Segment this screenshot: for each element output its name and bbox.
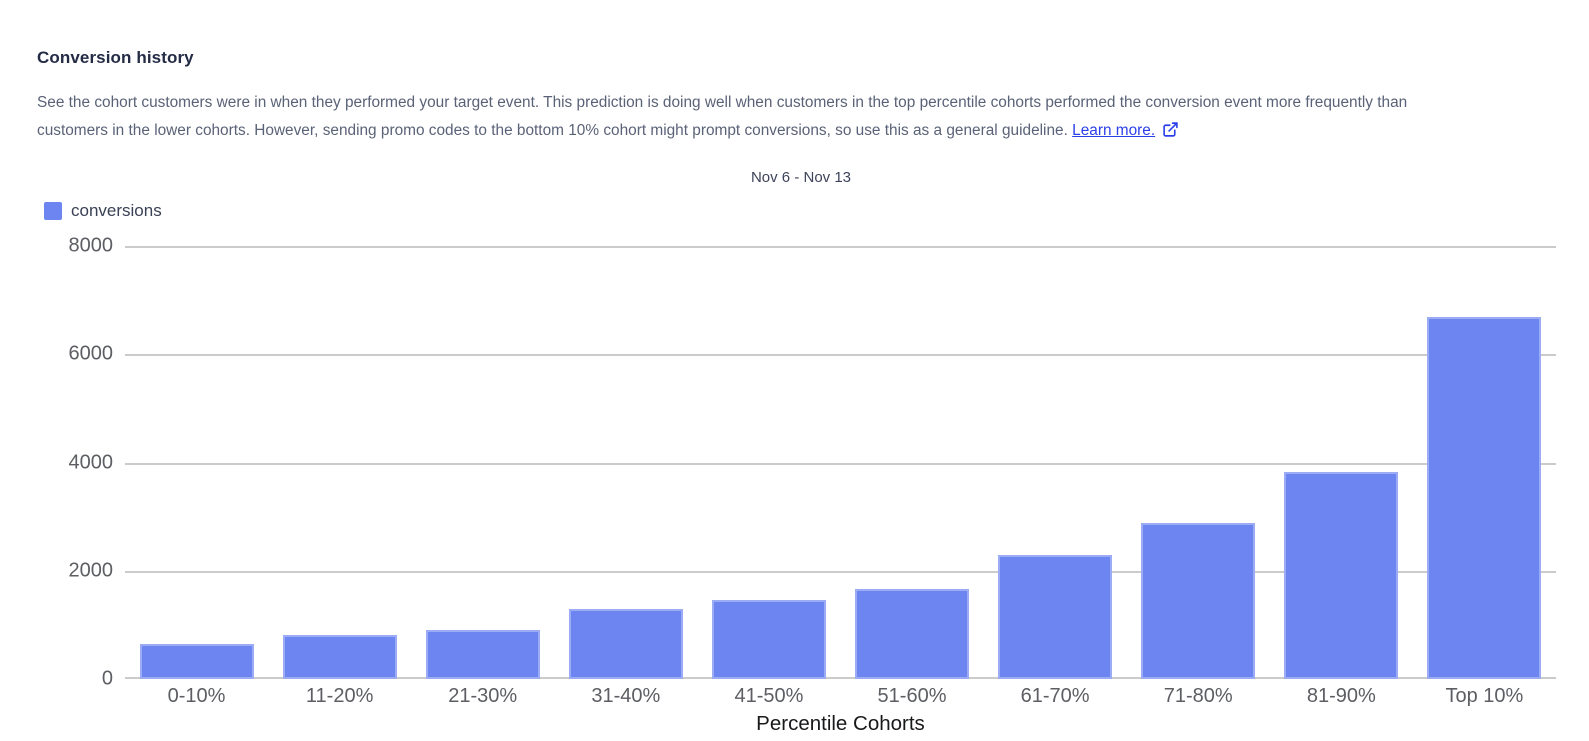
gridline xyxy=(125,570,1556,573)
bar-41-50%[interactable] xyxy=(711,599,826,679)
bar-Top 10%[interactable] xyxy=(1427,317,1542,679)
bar-band xyxy=(1270,471,1413,679)
x-axis-tick-label: 41-50% xyxy=(734,685,804,707)
external-link-icon xyxy=(1163,121,1178,137)
x-axis-tick-label: 0-10% xyxy=(167,685,226,707)
y-axis-tick-label: 8000 xyxy=(68,234,114,257)
bar-71-80%[interactable] xyxy=(1141,522,1256,679)
bar-band xyxy=(840,588,983,679)
description-line-2: customers in the lower cohorts. However,… xyxy=(37,117,1407,145)
y-axis-tick-label: 4000 xyxy=(68,451,114,473)
plot-area xyxy=(125,246,1556,679)
bar-band xyxy=(411,629,554,679)
bar-band xyxy=(1413,317,1556,679)
x-axis-tick-label: 81-90% xyxy=(1306,685,1376,707)
x-axis-tick-label: 61-70% xyxy=(1020,685,1090,707)
bar-band xyxy=(554,608,697,679)
x-axis-tick-label: 71-80% xyxy=(1163,685,1233,707)
x-axis-tick-label: Top 10% xyxy=(1445,685,1524,707)
description-line-1: See the cohort customers were in when th… xyxy=(37,94,1408,111)
chart-legend: conversions xyxy=(44,201,162,221)
x-axis-tick-label: 51-60% xyxy=(877,685,947,707)
learn-more-link[interactable]: Learn more. xyxy=(1072,121,1156,139)
bar-31-40%[interactable] xyxy=(568,608,683,679)
legend-label: conversions xyxy=(71,201,162,220)
gridline xyxy=(125,246,1556,248)
legend-swatch xyxy=(44,202,62,220)
y-axis-labels: 0 2000 4000 6000 8000 xyxy=(0,235,114,690)
description: See the cohort customers were in when th… xyxy=(37,89,1407,144)
bar-21-30%[interactable] xyxy=(425,629,540,679)
x-axis-tick-label: 31-40% xyxy=(591,685,661,707)
chart-title: Nov 6 - Nov 13 xyxy=(750,169,852,186)
bar-band xyxy=(125,644,268,679)
bar-81-90%[interactable] xyxy=(1284,471,1399,679)
x-axis-title: Percentile Cohorts xyxy=(756,712,925,735)
y-axis-tick-label: 2000 xyxy=(68,559,114,582)
gridline xyxy=(125,677,1556,679)
gridline xyxy=(125,354,1556,357)
description-line-2-text: customers in the lower cohorts. However,… xyxy=(37,121,1068,139)
bar-0-10%[interactable] xyxy=(139,644,254,679)
bar-band xyxy=(268,634,411,679)
y-axis-tick-label: 0 xyxy=(101,667,113,690)
bar-band xyxy=(984,555,1127,679)
bar-band xyxy=(1127,522,1270,679)
bar-series-conversions xyxy=(125,246,1556,679)
bar-61-70%[interactable] xyxy=(998,555,1113,679)
bar-51-60%[interactable] xyxy=(855,588,970,679)
y-axis-tick-label: 6000 xyxy=(68,342,114,365)
x-axis-labels: 0-10% 11-20% 21-30% 31-40% 41-50% 51-60% 61-70… xyxy=(125,685,1556,708)
bar-band xyxy=(697,599,840,679)
bar-11-20%[interactable] xyxy=(282,634,397,679)
x-axis-tick-label: 21-30% xyxy=(448,685,518,707)
x-axis-tick-label: 11-20% xyxy=(305,685,374,707)
gridline xyxy=(125,462,1556,465)
page-title: Conversion history xyxy=(37,48,194,67)
